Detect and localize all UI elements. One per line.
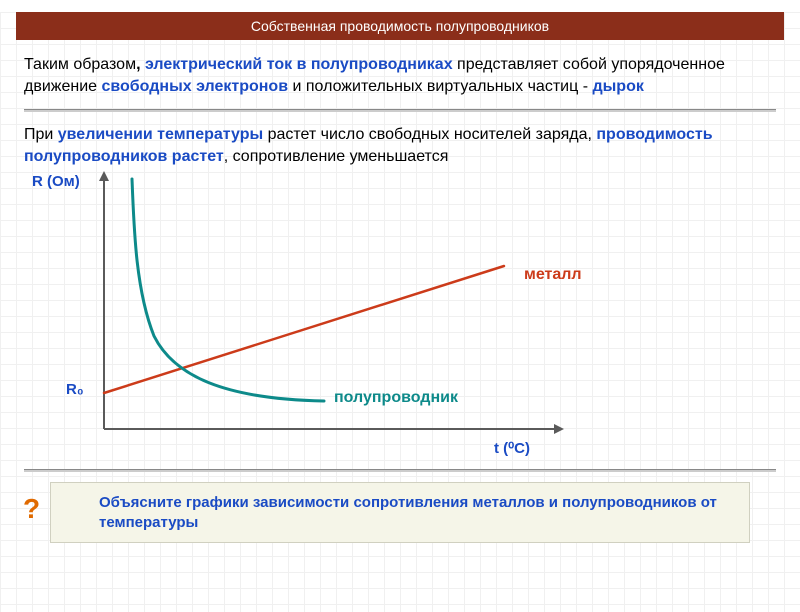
question-mark-icon: ? bbox=[23, 491, 40, 527]
slide-title: Собственная проводимость полупроводников bbox=[16, 12, 784, 40]
p1-t2: , bbox=[136, 56, 145, 73]
paragraph-2: При увеличении температуры растет число … bbox=[0, 120, 800, 171]
metal-label: металл bbox=[524, 266, 582, 284]
p1-t1: Таким образом bbox=[24, 56, 136, 73]
p1-t7: дырок bbox=[592, 78, 643, 95]
p1-t3: электрический ток в полупроводниках bbox=[145, 56, 453, 73]
p2-t3: растет число свободных носителей заряда, bbox=[263, 126, 596, 143]
paragraph-1: Таким образом, электрический ток в полуп… bbox=[0, 50, 800, 101]
p2-t5: , сопротивление уменьшается bbox=[224, 148, 449, 165]
r0-label: R₀ bbox=[66, 381, 84, 398]
question-box: ? Объясните графики зависимости сопротив… bbox=[50, 482, 750, 543]
p1-t5: свободных электронов bbox=[102, 78, 289, 95]
p2-t2: увеличении температуры bbox=[58, 126, 263, 143]
x-axis-label: t (⁰C) bbox=[494, 439, 530, 457]
question-text: Объясните графики зависимости сопротивле… bbox=[99, 494, 717, 531]
chart: R (Ом) t (⁰C) R₀ металл полупроводник bbox=[24, 171, 776, 461]
divider-1 bbox=[24, 109, 776, 112]
y-axis-label: R (Ом) bbox=[32, 173, 80, 190]
p2-t1: При bbox=[24, 126, 58, 143]
semiconductor-label: полупроводник bbox=[334, 389, 458, 407]
divider-2 bbox=[24, 469, 776, 472]
p1-t6: и положительных виртуальных частиц - bbox=[288, 78, 592, 95]
chart-svg bbox=[24, 171, 776, 461]
